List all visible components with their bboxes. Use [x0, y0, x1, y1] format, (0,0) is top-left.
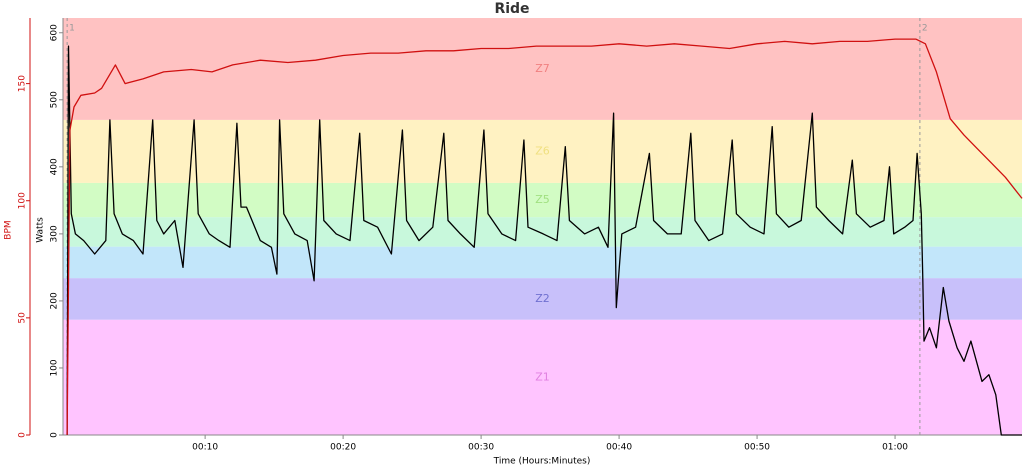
y-tick-label: 600	[50, 24, 60, 41]
zone	[63, 217, 1022, 247]
x-axis-label: Time (Hours:Minutes)	[493, 457, 591, 467]
y-tick-label: 100	[50, 359, 60, 376]
interval-label: 1	[69, 24, 75, 34]
zone	[63, 278, 1022, 320]
y-tick-label: 300	[50, 225, 60, 242]
x-tick-label: 01:00	[882, 443, 908, 453]
y2-axis-label: BPM	[4, 220, 14, 239]
zone-label: Z1	[535, 370, 550, 383]
y2-tick-label: 50	[18, 312, 28, 324]
series-line	[66, 38, 1023, 436]
zone-label: Z5	[535, 193, 550, 206]
y-axis-label: Watts	[36, 217, 46, 243]
x-tick-label: 00:40	[606, 443, 632, 453]
y-tick-label: 400	[50, 158, 60, 175]
x-tick-label: 00:20	[330, 443, 356, 453]
interval-label: 2	[922, 24, 928, 34]
zone	[63, 18, 1022, 120]
y2-tick-label: 0	[18, 432, 28, 438]
x-tick-label: 00:50	[744, 443, 770, 453]
zone-label: Z7	[535, 62, 550, 75]
series-line	[66, 45, 1022, 436]
x-tick-label: 00:10	[192, 443, 218, 453]
y2-tick-label: 150	[18, 75, 28, 92]
y-tick-label: 0	[50, 432, 60, 438]
zone	[63, 319, 1022, 435]
zone	[63, 182, 1022, 218]
y-tick-label: 200	[50, 292, 60, 309]
chart-title: Ride	[494, 1, 529, 17]
zone	[63, 119, 1022, 183]
zone-label: Z2	[535, 292, 550, 305]
x-tick-label: 00:30	[468, 443, 494, 453]
zone-label: Z6	[535, 144, 550, 157]
y-tick-label: 500	[50, 91, 60, 108]
y2-tick-label: 100	[18, 192, 28, 209]
zone	[63, 246, 1022, 279]
